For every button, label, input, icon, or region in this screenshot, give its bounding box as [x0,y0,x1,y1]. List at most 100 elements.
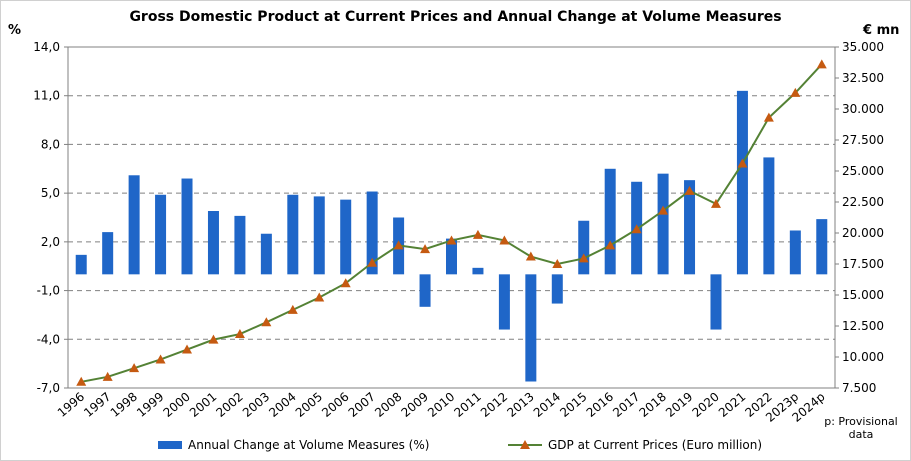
left-tick-label: -4,0 [37,332,60,346]
gdp-marker [737,158,748,168]
left-tick-label: -7,0 [37,381,60,395]
chart-title: Gross Domestic Product at Current Prices… [129,9,782,25]
gdp-marker [631,224,642,234]
gdp-marker [763,112,774,122]
bar [207,211,219,275]
x-tick-label: 2002 [213,390,245,420]
x-tick-label: 2003 [240,390,272,420]
gdp-marker [552,259,563,268]
gdp-marker [287,304,298,314]
right-tick-label: 12.500 [842,319,884,333]
gdp-marker [525,251,536,261]
right-tick-label: 17.500 [842,257,884,271]
gdp-marker [816,59,827,69]
bar [446,238,457,275]
x-tick-label: 2005 [293,390,325,420]
x-tick-label: 2001 [187,390,219,420]
x-tick-label: 2020 [690,390,722,420]
x-tick-label: 2019 [663,390,695,420]
bar [684,180,696,275]
right-tick-label: 7.500 [842,381,876,395]
bar [234,215,246,275]
x-tick-label: 2017 [610,390,642,420]
x-tick-label: 2011 [451,390,483,420]
x-tick-label: 2013 [504,390,536,420]
gdp-marker [367,257,378,267]
bar [551,274,563,304]
bar [155,194,167,275]
bar [287,194,299,275]
gdp-marker [790,87,801,97]
x-tick-label: 2009 [399,390,431,420]
right-tick-label: 30.000 [842,102,884,116]
legend-line-swatch [508,439,542,451]
gdp-marker [76,376,87,386]
gdp-marker [340,278,351,288]
bar [604,168,616,275]
legend-item-line: GDP at Current Prices (Euro million) [508,438,762,452]
bar [525,274,537,382]
left-tick-label: 2,0 [41,235,60,249]
x-tick-label: 1998 [108,390,140,420]
bar [498,274,510,330]
legend-item-bars: Annual Change at Volume Measures (%) [158,438,429,452]
bar [102,232,114,275]
left-tick-label: 11,0 [33,89,60,103]
bar [736,90,748,275]
gdp-marker [499,235,510,245]
x-tick-label: 2021 [716,390,748,420]
left-tick-label: 5,0 [41,186,60,200]
bar [789,230,801,275]
legend-bar-label: Annual Change at Volume Measures (%) [188,438,430,452]
gdp-marker [472,229,483,239]
right-tick-label: 20.000 [842,226,884,240]
gdp-marker [208,334,219,344]
x-tick-label: 2018 [637,390,669,420]
gdp-marker [684,185,695,195]
gdp-marker [102,371,113,381]
left-axis-unit: % [8,23,22,38]
gdp-marker [129,363,140,373]
gdp-marker [578,253,589,263]
bar [181,178,193,275]
bar [816,219,828,275]
bar [75,254,87,275]
left-tick-label: 14,0 [33,40,60,54]
x-tick-label: 1999 [134,390,166,420]
bar [340,199,352,275]
gdp-marker [234,329,245,339]
bar [657,173,669,275]
gdp-marker [446,235,457,245]
x-tick-label: 1997 [81,390,113,420]
legend-bar-swatch [158,441,182,449]
bar [313,196,325,275]
provisional-note: p: Provisional data [824,415,898,441]
right-tick-label: 15.000 [842,288,884,302]
bar [472,267,484,275]
bar [578,220,590,275]
bar [260,233,272,275]
right-tick-label: 35.000 [842,40,884,54]
bar [366,191,378,275]
left-tick-label: -1,0 [37,284,60,298]
x-tick-label: 2007 [346,390,378,420]
bar [763,157,775,275]
right-tick-label: 32.500 [842,71,884,85]
gdp-marker [605,240,616,250]
legend-line-label: GDP at Current Prices (Euro million) [548,438,763,452]
x-tick-label: 2006 [319,390,351,420]
x-tick-label: 2000 [161,390,193,420]
gdp-marker [420,244,431,254]
gdp-marker [710,198,721,208]
gdp-marker [155,354,166,364]
gdp-marker [182,344,193,354]
right-tick-label: 10.000 [842,350,884,364]
bar [710,274,722,330]
gdp-marker [393,240,404,250]
right-tick-label: 27.500 [842,133,884,147]
right-tick-label: 22.500 [842,195,884,209]
x-tick-label: 2012 [478,390,510,420]
gdp-marker [658,205,669,215]
gdp-marker [261,317,272,327]
